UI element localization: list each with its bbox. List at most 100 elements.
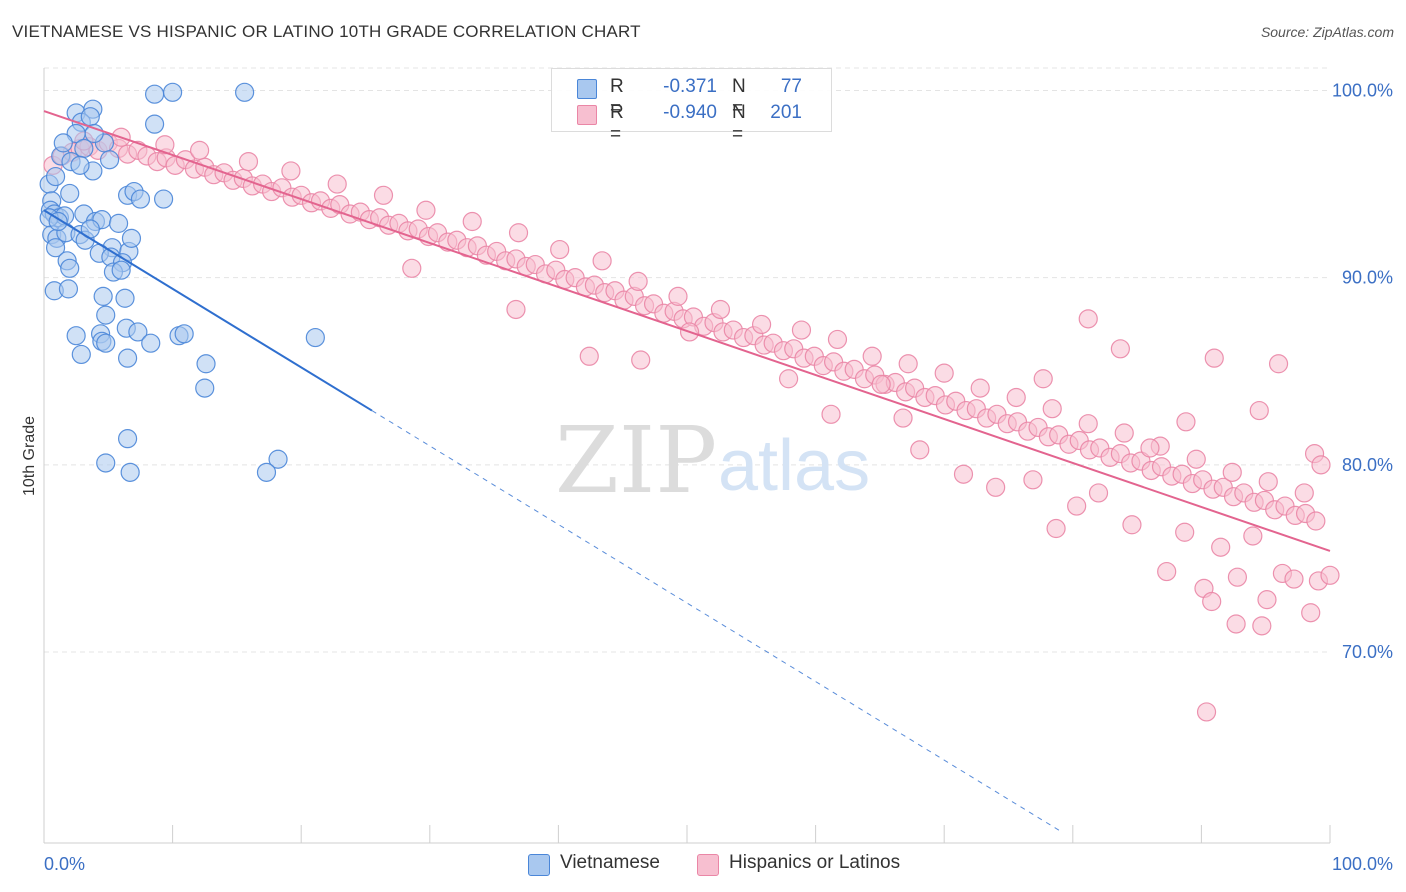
hispanic-point xyxy=(1284,569,1304,589)
vietnamese-point xyxy=(60,258,80,278)
vietnamese-point xyxy=(66,326,86,346)
vietnamese-point xyxy=(70,155,90,175)
vietnamese-point xyxy=(268,449,288,469)
hispanic-point xyxy=(1202,591,1222,612)
vietnamese-trendline xyxy=(43,209,373,412)
vietnamese-point xyxy=(45,166,66,187)
vietnamese-point xyxy=(45,238,66,258)
hispanic-point xyxy=(1306,511,1326,531)
hispanic-point xyxy=(1211,537,1231,557)
vietnamese-point xyxy=(58,279,79,299)
hispanic-point xyxy=(416,200,436,220)
hispanic-point xyxy=(1023,470,1043,490)
vietnamese-point xyxy=(174,324,194,344)
hispanic-point xyxy=(462,211,482,232)
vietnamese-point xyxy=(93,286,113,306)
hispanic-point xyxy=(778,369,799,389)
vietnamese-point xyxy=(115,288,135,308)
vietnamese-point xyxy=(305,327,325,348)
hispanic-point xyxy=(1046,518,1066,539)
hispanic-point xyxy=(827,329,848,350)
watermark: ZIP atlas xyxy=(555,407,870,514)
hispanic-point xyxy=(751,314,772,335)
watermark-atlas: atlas xyxy=(718,426,870,506)
vietnamese-point xyxy=(96,305,116,325)
vietnamese-point xyxy=(80,107,100,127)
hispanic-point xyxy=(710,299,731,320)
vietnamese-point xyxy=(196,354,216,374)
vietnamese-point xyxy=(256,462,277,482)
vietnamese-point xyxy=(141,333,161,353)
hispanic-point xyxy=(631,350,651,370)
hispanic-point xyxy=(1227,567,1248,587)
x-tick-label-max: 100.0% xyxy=(1332,854,1393,874)
hispanic-point xyxy=(1114,423,1134,443)
legend-swatch-vietnamese xyxy=(528,854,550,876)
vietnamese-point xyxy=(195,378,215,398)
hispanic-point xyxy=(327,174,347,194)
r-label: R = xyxy=(610,76,624,119)
hispanic-point xyxy=(373,185,394,205)
hispanic-point xyxy=(934,363,954,383)
hispanic-point xyxy=(1268,354,1289,374)
n-value: 201 xyxy=(770,102,802,123)
hispanic-point xyxy=(791,320,812,340)
legend-label-hispanic: Hispanics or Latinos xyxy=(729,852,901,873)
x-axis-ticks xyxy=(43,825,1331,843)
hispanic-point xyxy=(506,299,526,320)
hispanic-point xyxy=(1140,438,1160,458)
vietnamese-point xyxy=(60,183,80,204)
hispanic-trendline xyxy=(43,110,1331,552)
hispanic-point xyxy=(871,374,891,394)
r-value: -0.371 xyxy=(663,76,717,97)
vietnamese-point xyxy=(235,82,255,102)
hispanic-point xyxy=(953,464,974,484)
vietnamese-point xyxy=(121,228,142,248)
hispanic-point xyxy=(1320,565,1340,585)
hispanic-point xyxy=(898,354,918,374)
hispanic-point xyxy=(592,251,612,271)
hispanic-point xyxy=(1042,399,1062,419)
hispanic-point xyxy=(1311,455,1331,475)
r-label: R = xyxy=(610,102,624,145)
hispanic-point xyxy=(1186,449,1206,469)
legend-swatch-hispanic xyxy=(577,105,597,125)
hispanic-point xyxy=(1252,616,1272,636)
vietnamese-trendline-extension xyxy=(371,410,1061,832)
vietnamese-point xyxy=(108,213,129,233)
hispanic-point xyxy=(1006,387,1026,408)
hispanic-point xyxy=(508,223,529,243)
hispanic-point xyxy=(190,140,210,160)
hispanic-point xyxy=(1078,414,1098,434)
hispanic-point xyxy=(821,404,841,424)
watermark-zip: ZIP xyxy=(555,407,717,514)
series-legend: Vietnamese Hispanics or Latinos xyxy=(0,852,1406,878)
vietnamese-point xyxy=(130,189,151,209)
vietnamese-point xyxy=(117,348,138,368)
vietnamese-point xyxy=(71,344,91,365)
hispanic-point xyxy=(1175,522,1195,542)
trend-lines xyxy=(43,110,1331,832)
vietnamese-point xyxy=(96,453,116,473)
hispanic-point xyxy=(1033,369,1053,389)
vietnamese-point xyxy=(120,462,140,482)
vietnamese-point xyxy=(153,189,174,209)
y-tick-label: 100.0% xyxy=(1332,80,1393,100)
hispanic-point xyxy=(1294,483,1314,503)
hispanic-point xyxy=(1226,614,1246,634)
n-label: N = xyxy=(732,76,746,119)
hispanic-point xyxy=(970,378,990,398)
legend-swatch-hispanic xyxy=(697,854,719,876)
hispanic-point xyxy=(862,346,882,366)
legend-label-vietnamese: Vietnamese xyxy=(560,852,660,873)
hispanic-point xyxy=(402,258,422,278)
chart-title: VIETNAMESE VS HISPANIC OR LATINO 10TH GR… xyxy=(12,22,641,41)
vietnamese-point xyxy=(117,429,138,449)
grid-lines xyxy=(44,67,1330,653)
y-tick-label: 80.0% xyxy=(1342,455,1393,475)
vietnamese-point xyxy=(144,84,165,104)
hispanic-point xyxy=(1257,590,1277,610)
hispanic-point xyxy=(1110,339,1130,359)
hispanic-point xyxy=(579,346,599,366)
